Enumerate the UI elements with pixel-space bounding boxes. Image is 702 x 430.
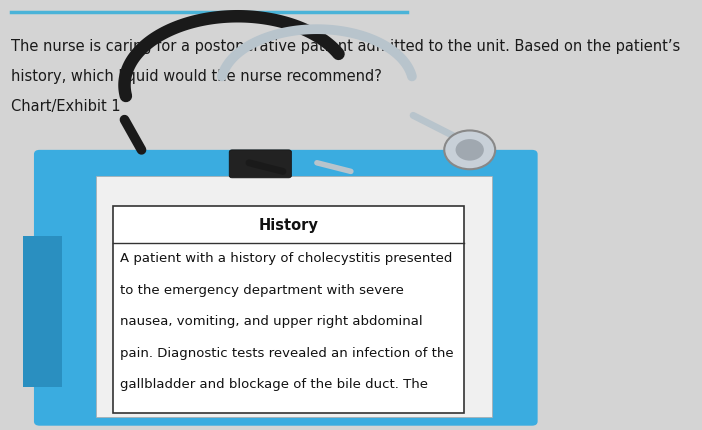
Bar [113, 206, 464, 413]
Text: nausea, vomiting, and upper right abdominal: nausea, vomiting, and upper right abdomi… [120, 314, 423, 327]
Text: History: History [258, 218, 319, 232]
Circle shape [444, 131, 495, 170]
Text: A patient with a history of cholecystitis presented: A patient with a history of cholecystiti… [120, 252, 452, 264]
Text: to the emergency department with severe: to the emergency department with severe [120, 283, 404, 296]
Bar [96, 176, 492, 417]
Bar [22, 237, 62, 387]
FancyBboxPatch shape [34, 150, 538, 426]
Text: history, which liquid would the nurse recommend?: history, which liquid would the nurse re… [11, 69, 382, 84]
Text: The nurse is caring for a postoperative patient admitted to the unit. Based on t: The nurse is caring for a postoperative … [11, 39, 680, 54]
FancyBboxPatch shape [229, 150, 291, 178]
Text: pain. Diagnostic tests revealed an infection of the: pain. Diagnostic tests revealed an infec… [120, 346, 453, 359]
Circle shape [456, 140, 484, 161]
Text: Chart/Exhibit 1: Chart/Exhibit 1 [11, 99, 121, 114]
Text: gallbladder and blockage of the bile duct. The: gallbladder and blockage of the bile duc… [120, 377, 428, 390]
